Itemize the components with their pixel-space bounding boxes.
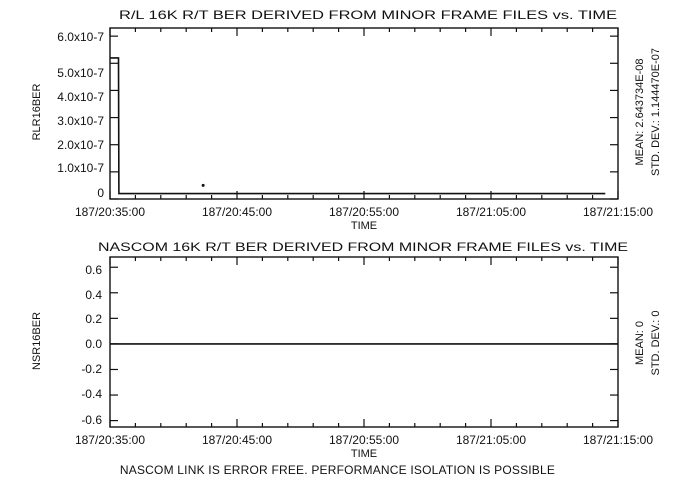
nascom-ber-y-tick-label: -0.2 [81,362,102,376]
rl-ber-plot-title: R/L 16K R/T BER DERIVED FROM MINOR FRAME… [119,8,617,22]
nascom-ber-y-tick-label: -0.4 [81,387,102,401]
rl-ber-y-tick-label: 3.0x10-7 [57,114,104,128]
nascom-ber-x-tick-label: 187/21:15:00 [583,433,653,447]
nascom-ber-y-tick-label: 0.6 [85,263,102,277]
nascom-ber-x-tick-label: 187/20:35:00 [75,433,145,447]
footer-note: NASCOM LINK IS ERROR FREE. PERFORMANCE I… [119,463,556,477]
rl-ber-y-tick-label: 2.0x10-7 [57,138,104,152]
nascom-ber-x-tick-label: 187/21:05:00 [456,433,526,447]
rl-ber-y-tick-label: 5.0x10-7 [57,66,104,80]
rl-ber-plot: R/L 16K R/T BER DERIVED FROM MINOR FRAME… [31,8,662,232]
nascom-ber-y-axis-label: NSR16BER [31,312,43,370]
nascom-ber-y-tick-label: -0.6 [81,413,102,427]
nascom-ber-x-tick-label: 187/20:55:00 [329,433,399,447]
nascom-ber-plot-title: NASCOM 16K R/T BER DERIVED FROM MINOR FR… [98,240,628,254]
rl-ber-series-line [110,57,606,195]
rl-ber-y-tick-label: 6.0x10-7 [57,30,104,44]
rl-ber-std-dev-stat: STD. DEV.: 1.144470E-07 [650,48,662,176]
nascom-ber-plot-ticks [109,257,619,427]
nascom-ber-mean-stat: MEAN: 0 [634,321,646,365]
rl-ber-x-tick-label: 187/21:05:00 [456,205,526,219]
rl-ber-y-tick-label: 0 [97,186,104,200]
nascom-ber-x-tick-labels: 187/20:35:00 187/20:45:00 187/20:55:00 1… [75,433,653,447]
rl-ber-x-tick-label: 187/20:45:00 [202,205,272,219]
rl-ber-x-tick-label: 187/20:35:00 [75,205,145,219]
nascom-ber-y-tick-labels: 0.6 0.4 0.2 0.0 -0.2 -0.4 -0.6 [81,263,102,427]
rl-ber-x-tick-label: 187/20:55:00 [329,205,399,219]
nascom-ber-x-tick-label: 187/20:45:00 [202,433,272,447]
nascom-ber-y-tick-label: 0.4 [85,288,102,302]
rl-ber-mean-stat: MEAN: 2.643734E-08 [634,58,646,165]
rl-ber-plot-ticks [109,28,619,200]
rl-ber-plot-frame [109,27,619,200]
rl-ber-y-tick-label: 1.0x10-7 [57,161,104,175]
rl-ber-x-axis-label: TIME [351,220,377,232]
rl-ber-stray-point [201,183,205,187]
rl-ber-series [110,57,606,195]
rl-ber-y-axis-label: RLR16BER [31,84,43,141]
nascom-ber-plot: NASCOM 16K R/T BER DERIVED FROM MINOR FR… [31,240,662,460]
nascom-ber-std-dev-stat: STD. DEV.: 0 [650,310,662,375]
nascom-ber-y-tick-label: 0.0 [85,337,102,351]
nascom-ber-plot-frame [109,256,619,428]
rl-ber-y-tick-label: 4.0x10-7 [57,90,104,104]
nascom-ber-x-axis-label: TIME [351,448,377,460]
nascom-ber-y-tick-label: 0.2 [85,312,102,326]
rl-ber-y-tick-labels: 0 1.0x10-7 2.0x10-7 3.0x10-7 4.0x10-7 5.… [57,30,104,200]
rl-ber-x-tick-label: 187/21:15:00 [583,205,653,219]
rl-ber-x-tick-labels: 187/20:35:00 187/20:45:00 187/20:55:00 1… [75,205,653,219]
